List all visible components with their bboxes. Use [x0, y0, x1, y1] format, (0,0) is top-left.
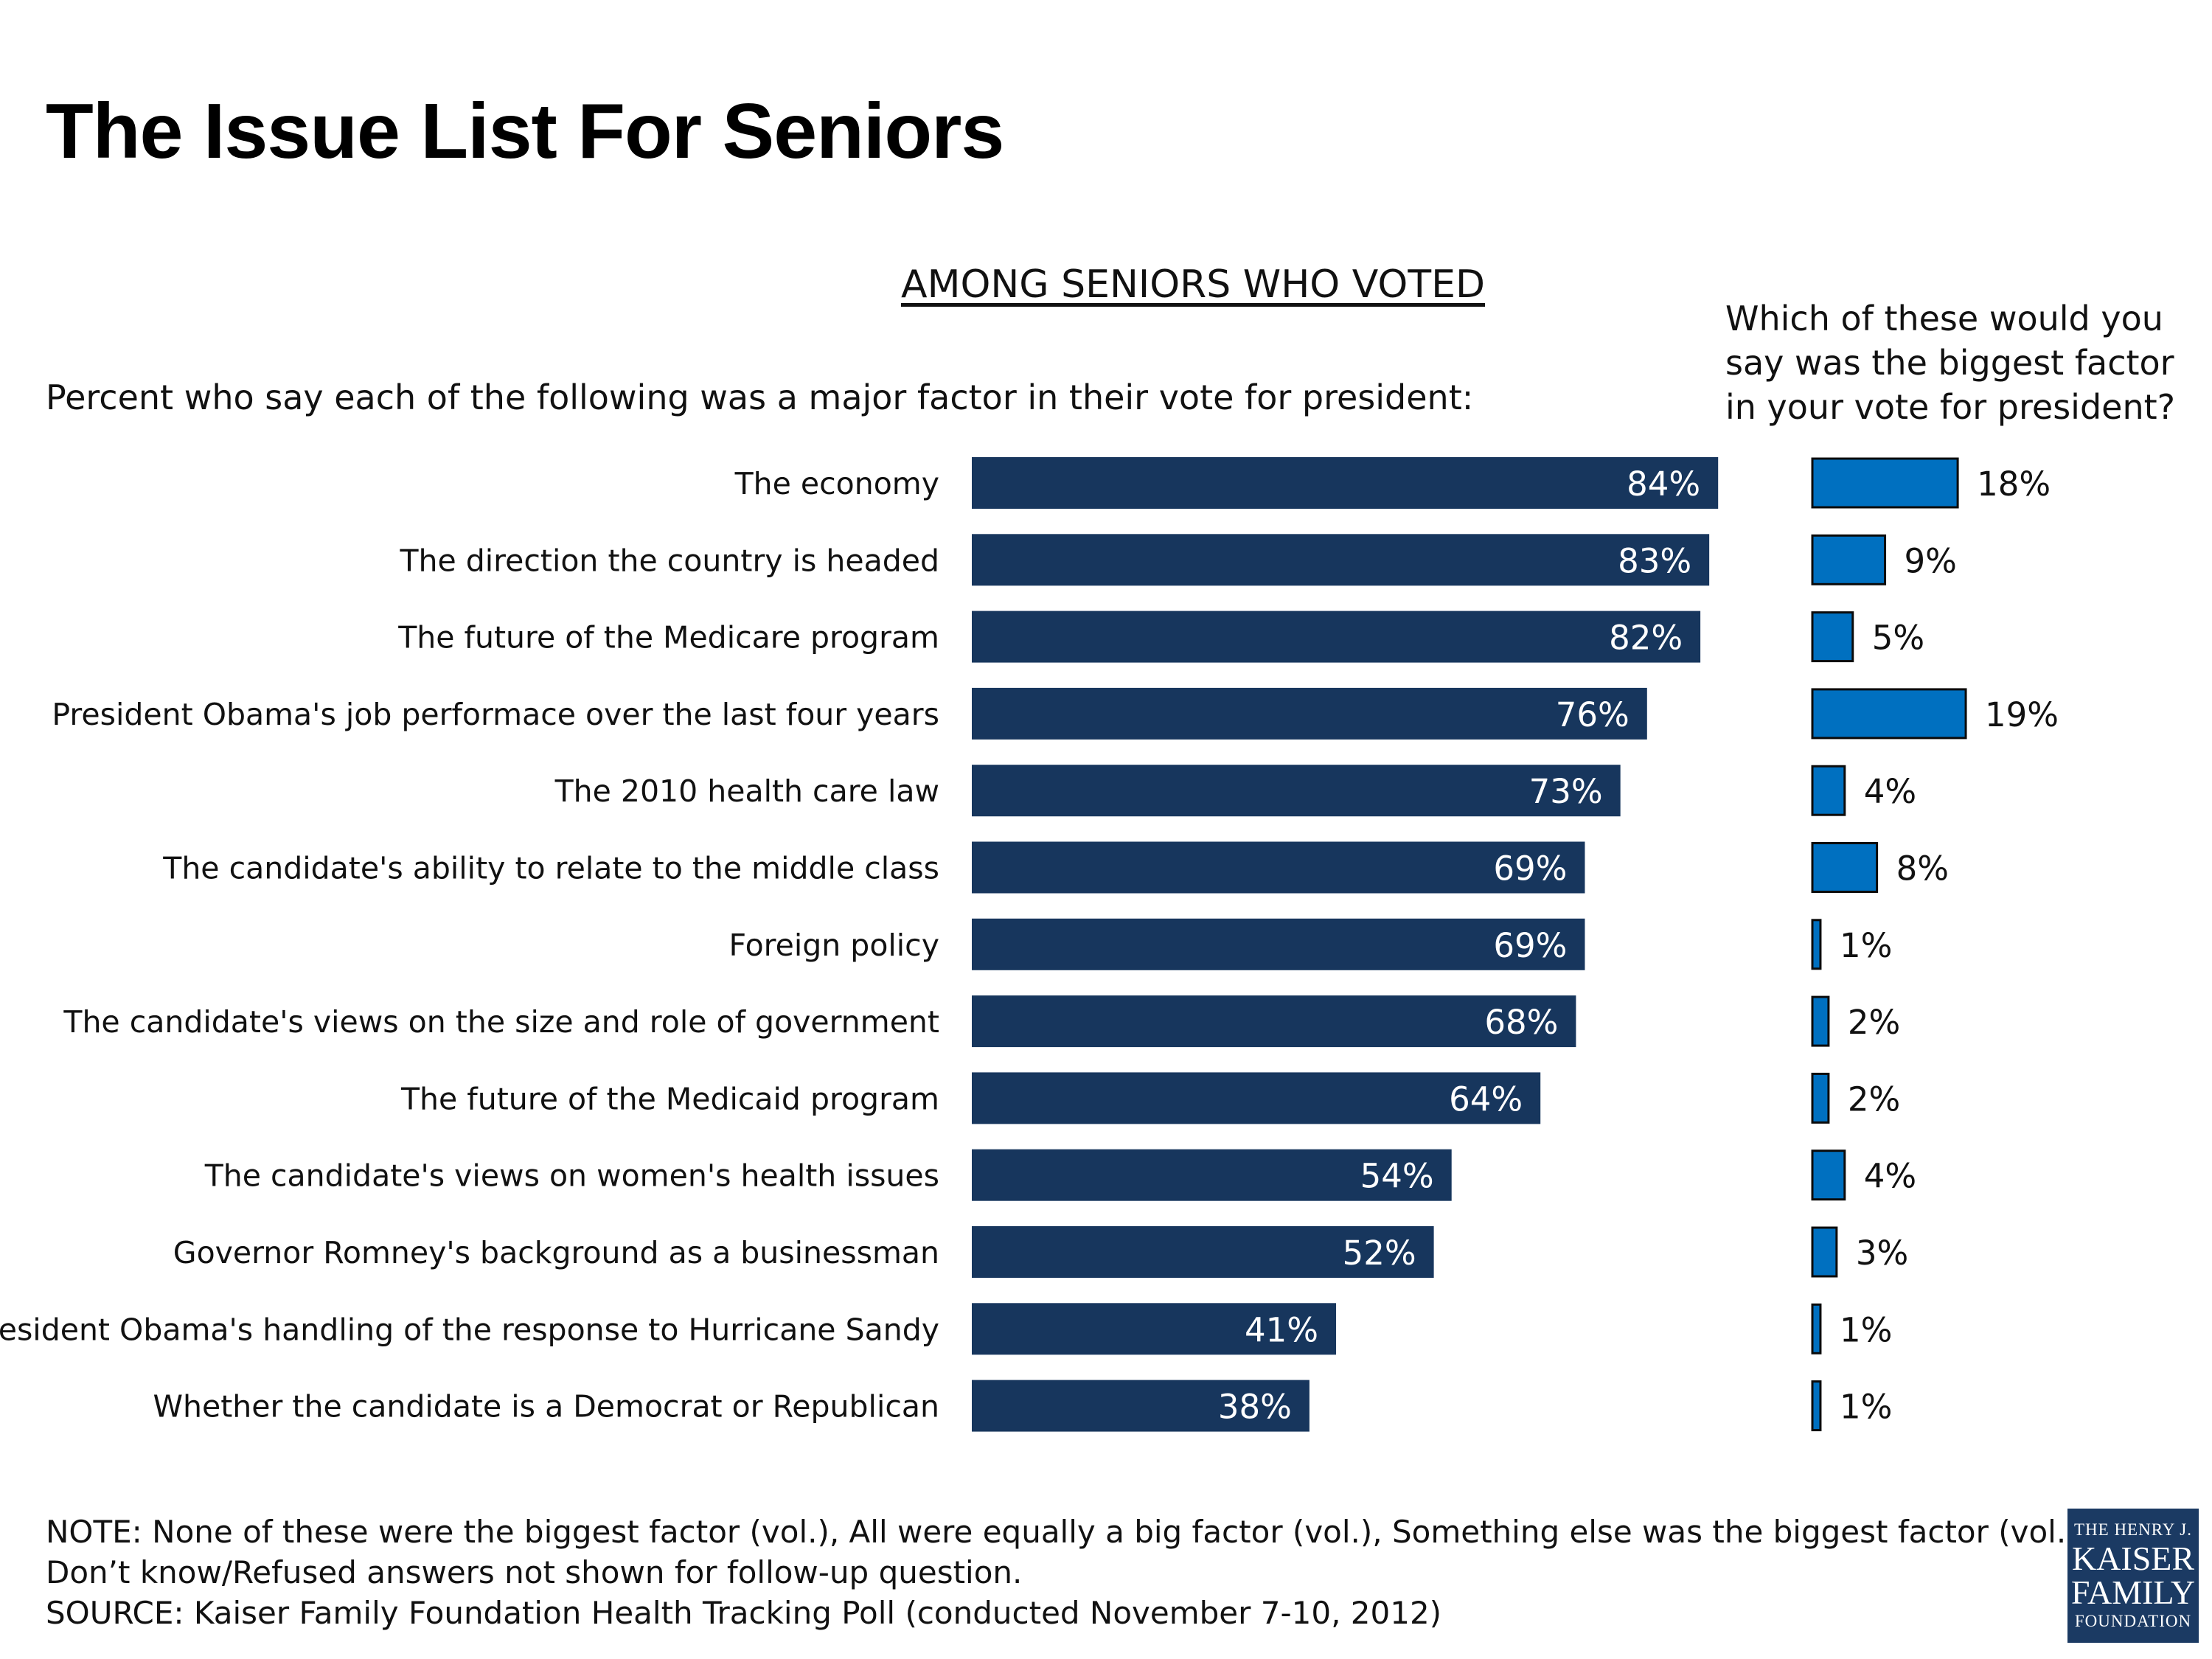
series-major-factor-header: Percent who say each of the following wa… — [46, 378, 1474, 417]
category-label: The candidate's views on the size and ro… — [63, 1004, 939, 1040]
biggest-factor-bar — [1811, 534, 1887, 585]
chart-title: The Issue List For Seniors — [46, 88, 1004, 175]
category-label: The future of the Medicare program — [397, 620, 939, 655]
category-label: The future of the Medicaid program — [400, 1081, 939, 1116]
biggest-factor-value: 1% — [1840, 926, 1892, 965]
biggest-factor-value: 19% — [1985, 695, 2059, 734]
category-label: President Obama's job performace over th… — [52, 697, 939, 732]
biggest-factor-value: 1% — [1840, 1310, 1892, 1349]
biggest-factor-bar — [1811, 1303, 1822, 1354]
biggest-factor-bar — [1811, 919, 1822, 970]
note-line-2: Don’t know/Refused answers not shown for… — [46, 1554, 1023, 1590]
major-factor-value: 41% — [1245, 1310, 1318, 1349]
bar-chart: The economy 84% 18% The direction the count… — [0, 457, 2059, 1432]
logo-line-3: FAMILY — [2070, 1573, 2196, 1611]
logo-line-4: FOUNDATION — [2074, 1612, 2192, 1630]
major-factor-bar — [972, 1149, 1452, 1201]
major-factor-bar — [972, 687, 1647, 740]
biggest-factor-value: 3% — [1856, 1234, 1908, 1273]
major-factor-bar — [972, 765, 1621, 817]
major-factor-value: 84% — [1627, 465, 1700, 504]
major-factor-value: 38% — [1218, 1388, 1292, 1427]
category-label: Governor Romney's background as a busine… — [173, 1235, 939, 1270]
major-factor-bar — [972, 1072, 1541, 1124]
biggest-factor-bar — [1811, 1072, 1830, 1124]
major-factor-bar — [972, 1380, 1310, 1432]
major-factor-value: 76% — [1556, 695, 1630, 734]
logo-line-1: THE HENRY J. — [2073, 1520, 2192, 1539]
series-biggest-factor-header: Which of these would you say was the big… — [1725, 299, 2176, 427]
major-factor-value: 54% — [1360, 1157, 1434, 1196]
major-factor-bar — [972, 457, 1719, 509]
major-factor-bar — [972, 1226, 1434, 1278]
major-factor-bar — [972, 611, 1701, 663]
kff-logo: THE HENRY J. KAISER FAMILY FOUNDATION — [2067, 1509, 2199, 1643]
category-label: The 2010 health care law — [554, 773, 939, 809]
biggest-factor-value: 4% — [1864, 772, 1916, 811]
major-factor-value: 73% — [1529, 772, 1603, 811]
biggest-factor-bar — [1811, 1380, 1822, 1432]
category-label: The candidate's views on women's health … — [204, 1158, 939, 1194]
source-line: SOURCE: Kaiser Family Foundation Health … — [46, 1595, 1442, 1631]
biggest-factor-bar — [1811, 842, 1879, 893]
category-label: The economy — [734, 466, 939, 501]
biggest-factor-bar — [1811, 457, 1959, 509]
biggest-factor-value: 2% — [1848, 1003, 1900, 1042]
major-factor-bar — [972, 1303, 1337, 1355]
biggest-factor-bar — [1811, 995, 1830, 1047]
biggest-factor-bar — [1811, 765, 1846, 816]
biggest-factor-value: 4% — [1864, 1157, 1916, 1196]
major-factor-bar — [972, 841, 1585, 894]
biggest-factor-value: 9% — [1905, 541, 1957, 580]
major-factor-value: 68% — [1484, 1003, 1558, 1042]
category-label: Foreign policy — [728, 928, 939, 963]
note-line-1: NOTE: None of these were the biggest fac… — [46, 1514, 2157, 1550]
logo-line-2: KAISER — [2071, 1540, 2195, 1577]
biggest-factor-value: 18% — [1977, 465, 2051, 504]
major-factor-value: 69% — [1493, 849, 1567, 888]
biggest-factor-bar — [1811, 1150, 1846, 1201]
biggest-factor-value: 8% — [1896, 849, 1949, 888]
chart-notes: NOTE: None of these were the biggest fac… — [46, 1512, 2157, 1633]
biggest-factor-bar — [1811, 1226, 1838, 1278]
major-factor-bar — [972, 534, 1710, 586]
category-label: Whether the candidate is a Democrat or R… — [153, 1389, 939, 1425]
major-factor-value: 52% — [1343, 1234, 1416, 1273]
biggest-factor-value: 2% — [1848, 1079, 1900, 1119]
biggest-factor-value: 5% — [1872, 619, 1924, 658]
category-label: The candidate's ability to relate to the… — [162, 851, 939, 886]
major-factor-value: 69% — [1493, 926, 1567, 965]
biggest-factor-bar — [1811, 688, 1967, 740]
major-factor-value: 83% — [1618, 541, 1691, 580]
category-label: The direction the country is headed — [399, 543, 939, 578]
biggest-factor-value: 1% — [1840, 1388, 1892, 1427]
biggest-factor-bar — [1811, 611, 1854, 663]
chart-subtitle: AMONG SENIORS WHO VOTED — [901, 262, 1486, 307]
major-factor-value: 64% — [1449, 1079, 1523, 1119]
category-label: President Obama's handling of the respon… — [0, 1312, 939, 1347]
major-factor-bar — [972, 995, 1576, 1048]
major-factor-bar — [972, 918, 1585, 970]
major-factor-value: 82% — [1609, 619, 1683, 658]
